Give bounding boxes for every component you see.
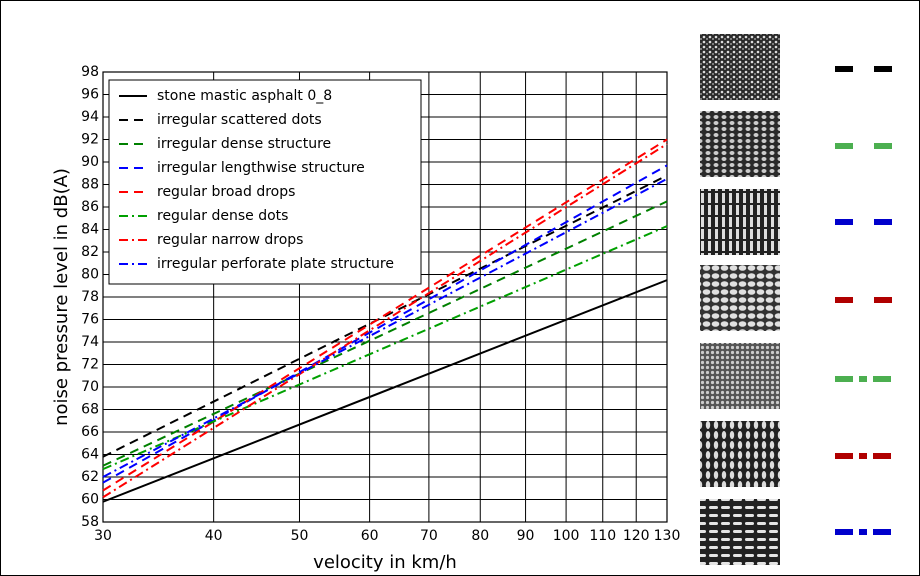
y-tick-label: 80 — [81, 267, 99, 283]
y-tick-label: 92 — [81, 132, 99, 148]
legend-label: irregular scattered dots — [157, 112, 322, 128]
series-line — [102, 279, 668, 503]
series-line — [102, 177, 668, 478]
series-line — [102, 143, 668, 499]
legend-label: stone mastic asphalt 0_8 — [157, 88, 332, 104]
y-tick-label: 60 — [81, 492, 99, 508]
x-tick-label: 60 — [361, 528, 379, 544]
y-tick-label: 86 — [81, 199, 99, 215]
style-swatches — [835, 66, 892, 535]
x-axis-label: velocity in km/h — [313, 552, 457, 573]
x-tick-label: 40 — [205, 528, 223, 544]
y-tick-label: 96 — [81, 87, 99, 103]
series-line — [102, 138, 668, 492]
texture-samples — [700, 34, 780, 565]
y-tick-label: 88 — [81, 177, 99, 193]
y-tick-label: 64 — [81, 447, 99, 463]
x-tick-label: 90 — [517, 528, 535, 544]
legend-label: irregular perforate plate structure — [157, 256, 394, 272]
legend-label: regular dense dots — [157, 208, 288, 224]
x-tick-label: 80 — [471, 528, 489, 544]
y-tick-label: 70 — [81, 379, 99, 395]
legend-label: regular broad drops — [157, 184, 295, 200]
texture — [700, 499, 780, 565]
x-tick-label: 130 — [654, 528, 681, 544]
texture — [700, 34, 780, 100]
x-tick-label: 50 — [291, 528, 309, 544]
series-line — [102, 225, 668, 471]
y-tick-label: 98 — [81, 64, 99, 80]
legend-box — [108, 79, 422, 285]
y-tick-label: 84 — [81, 222, 99, 238]
legend-label: regular narrow drops — [157, 232, 303, 248]
x-tick-label: 30 — [94, 528, 112, 544]
texture — [700, 421, 780, 487]
texture — [700, 189, 780, 255]
y-tick-label: 58 — [81, 514, 99, 530]
y-tick-label: 74 — [81, 334, 99, 350]
y-tick-label: 76 — [81, 312, 99, 328]
legend-label: irregular lengthwise structure — [157, 160, 365, 176]
plot: 58 60 62 64 66 68 70 72 74 76 78 80 82 84 86 88 90 92 94 96… — [81, 64, 680, 544]
y-tick-label: 72 — [81, 357, 99, 373]
y-tick-label: 94 — [81, 109, 99, 125]
texture — [700, 343, 780, 409]
y-tick-label: 90 — [81, 154, 99, 170]
y-axis-label: noise pressure level in dB(A) — [51, 168, 72, 426]
y-tick-label: 68 — [81, 402, 99, 418]
x-tick-label: 110 — [589, 528, 616, 544]
y-tick-label: 66 — [81, 424, 99, 440]
plot-border — [102, 71, 668, 523]
x-tick-label: 120 — [623, 528, 650, 544]
y-tick-label: 78 — [81, 289, 99, 305]
y-tick-label: 82 — [81, 244, 99, 260]
y-tick-label: 62 — [81, 469, 99, 485]
texture — [700, 111, 780, 177]
series-line — [102, 164, 668, 484]
x-tick-label: 70 — [420, 528, 438, 544]
x-tick-label: 100 — [553, 528, 580, 544]
legend-label: irregular dense structure — [157, 136, 331, 152]
texture — [700, 265, 780, 331]
